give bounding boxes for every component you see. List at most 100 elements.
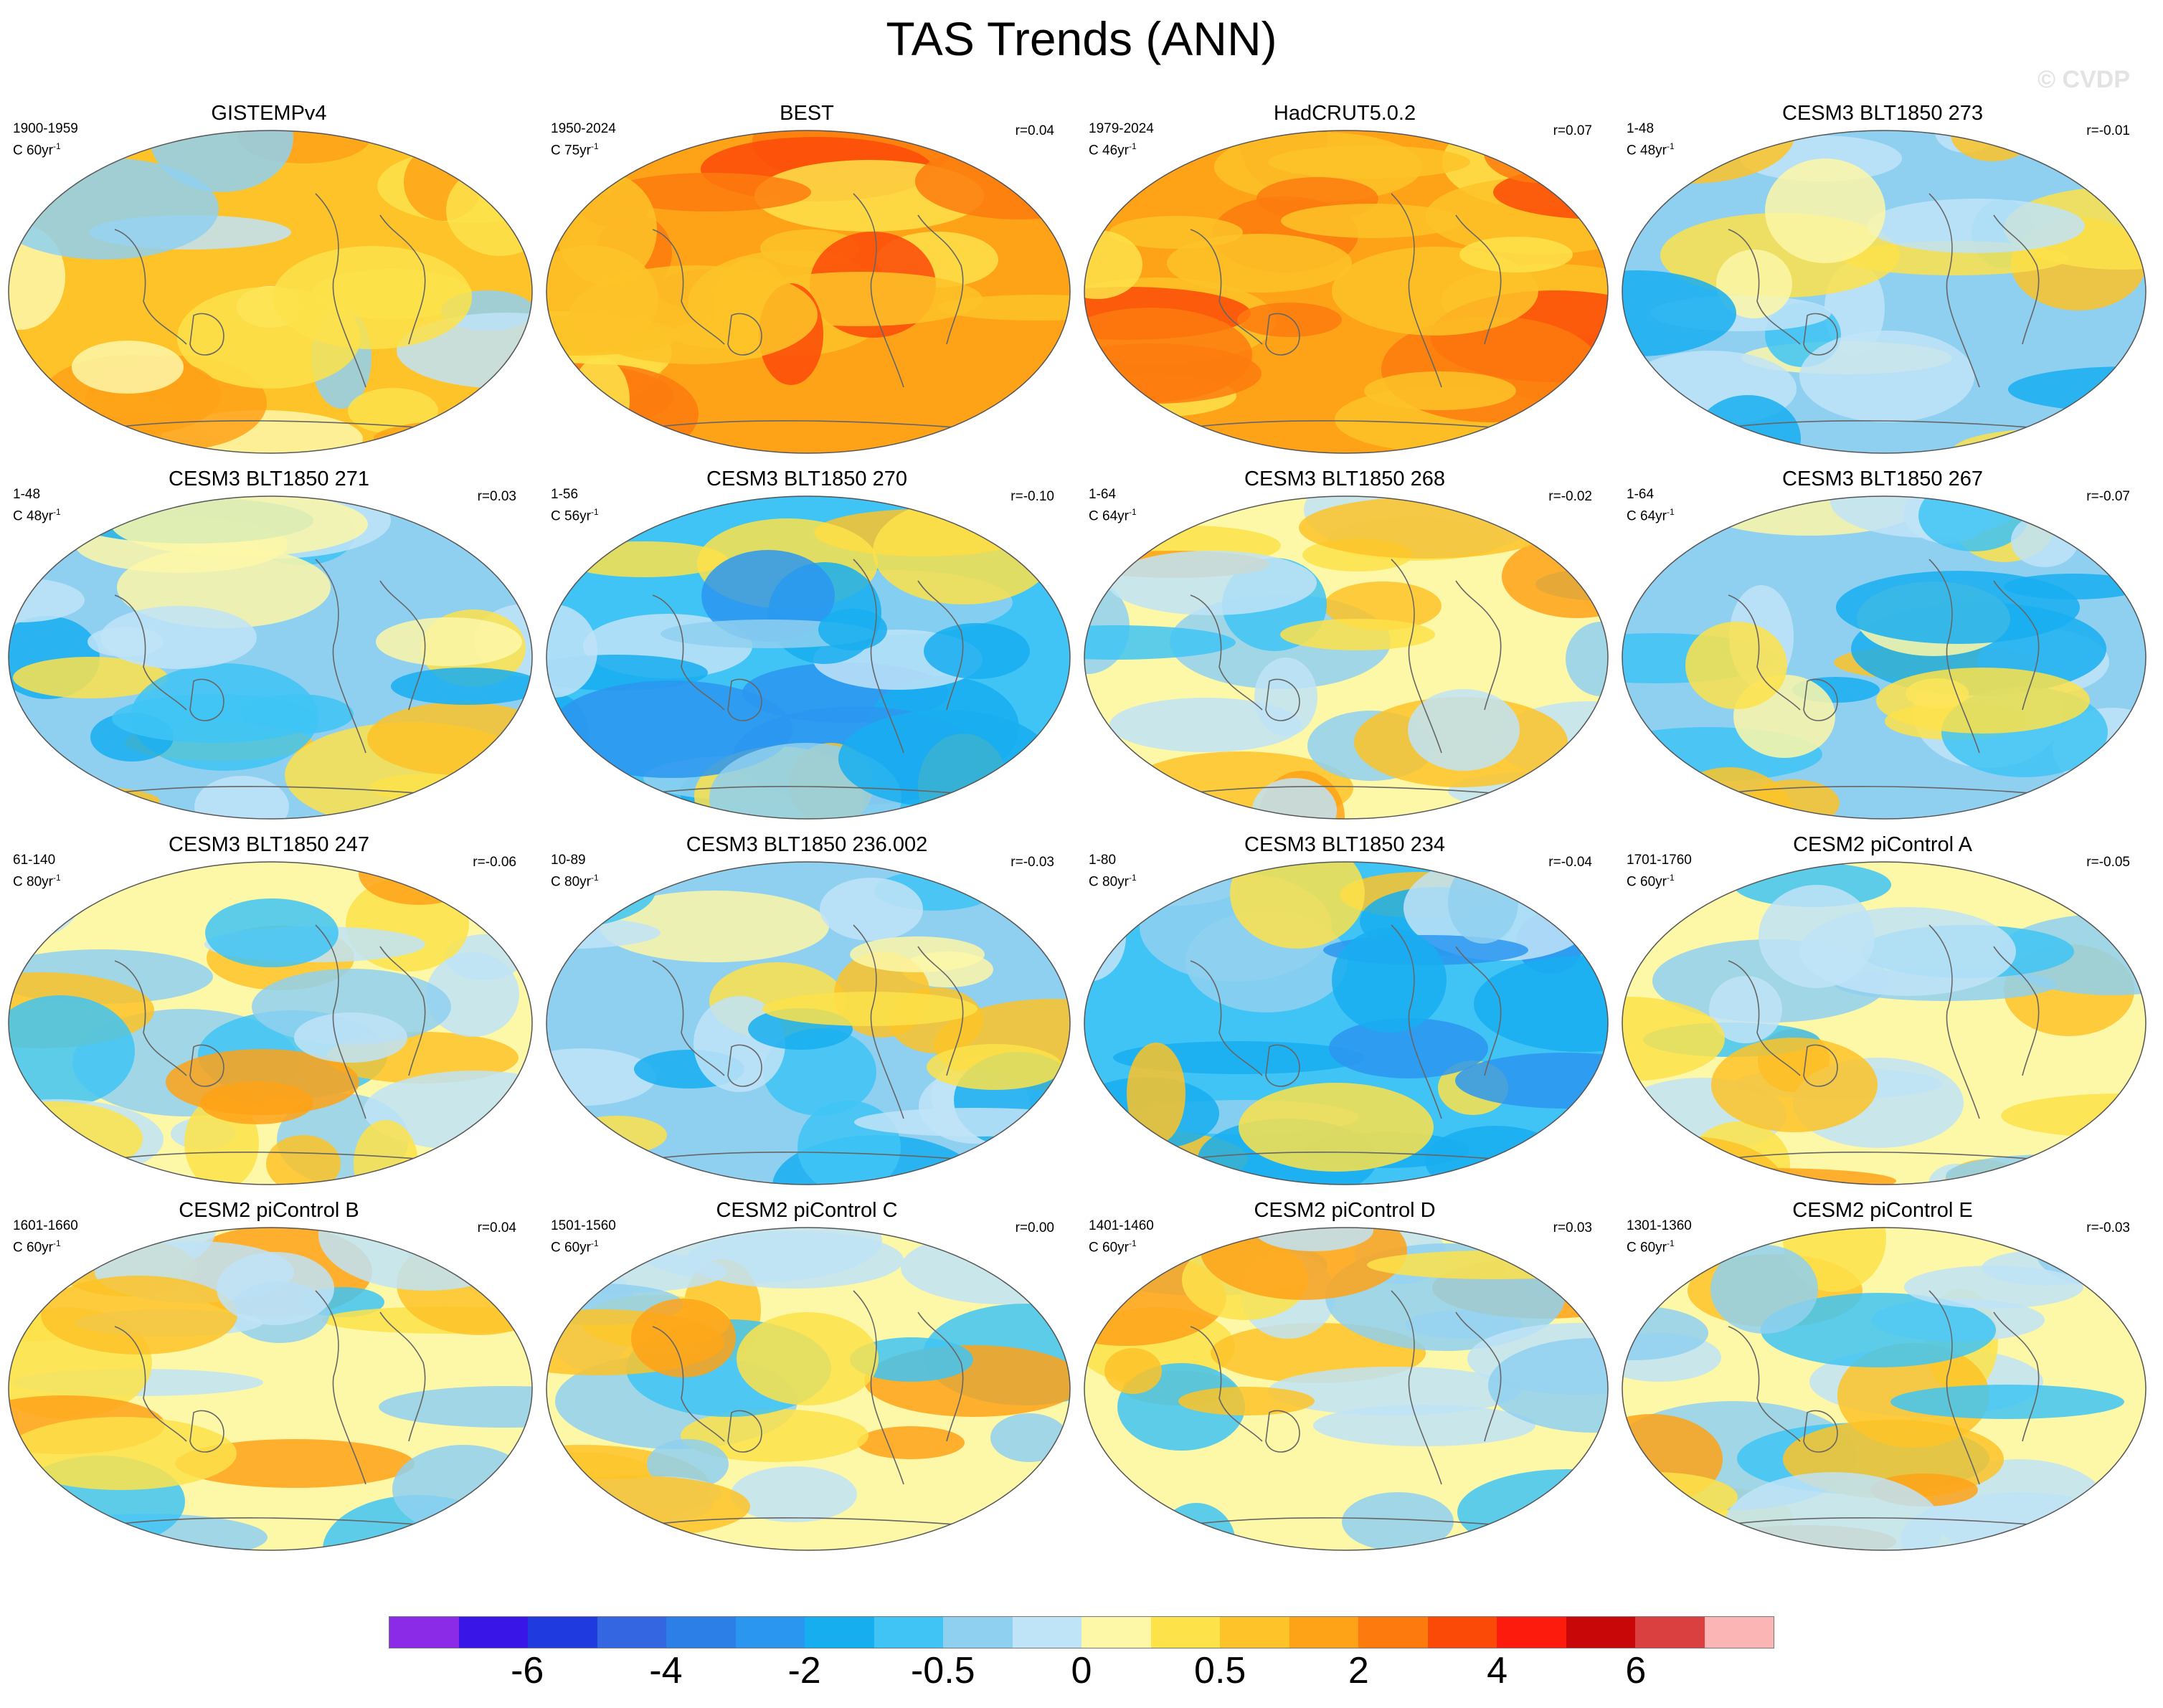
panel-period-info: 1501-1560 C 60yr-1 xyxy=(551,1218,616,1256)
panel-pattern-correlation: r=-0.07 xyxy=(2086,489,2130,504)
panel-pattern-correlation: r=-0.10 xyxy=(1010,489,1054,504)
panel-title: CESM2 piControl C xyxy=(716,1199,898,1222)
trend-contour-region xyxy=(1127,1043,1185,1144)
coastline xyxy=(1265,1044,1300,1087)
colorbar-tick-label: 6 xyxy=(1625,1650,1647,1692)
coastline xyxy=(652,960,725,1076)
trend-contour-region xyxy=(1709,976,1782,1043)
panel-pattern-correlation: r=0.04 xyxy=(1015,123,1054,138)
coastline xyxy=(1455,1311,1502,1442)
trend-contour-region xyxy=(348,388,438,434)
panel-period-info: 1401-1460 C 60yr-1 xyxy=(1089,1218,1154,1256)
map-panel: CESM3 BLT1850 268 1-64 C 64yr-1 r=-0.02 xyxy=(1076,466,1614,825)
colorbar-swatch xyxy=(1427,1617,1497,1648)
trend-contour-region xyxy=(392,1445,532,1534)
map-outline xyxy=(1084,130,1609,454)
colorbar-swatch xyxy=(1082,1617,1151,1648)
colorbar-swatch xyxy=(943,1617,1013,1648)
coastline xyxy=(917,214,964,345)
colorbar-swatch xyxy=(528,1617,597,1648)
panel-trend-length: C 60yr-1 xyxy=(551,1238,599,1256)
trend-contour-region xyxy=(763,1028,876,1116)
map-panel: CESM2 piControl B 1601-1660 C 60yr-1 r=0.04 xyxy=(0,1197,538,1556)
coastline xyxy=(853,193,904,388)
panel-title: CESM3 BLT1850 271 xyxy=(169,468,369,490)
colorbar-swatch xyxy=(1150,1617,1220,1648)
coastline xyxy=(1728,594,1801,711)
panel-trend-length: C 80yr-1 xyxy=(1089,873,1137,890)
panel-trend-length: C 60yr-1 xyxy=(13,141,61,158)
map-panel: CESM3 BLT1850 236.002 10-89 C 80yr-1 r=-0.0… xyxy=(538,832,1076,1190)
map-outline xyxy=(1622,1227,2147,1551)
panel-period-info: 1601-1660 C 60yr-1 xyxy=(13,1218,78,1256)
trend-map xyxy=(1084,130,1609,454)
trend-contour-region xyxy=(150,131,293,192)
panel-period-info: 1979-2024 C 46yr-1 xyxy=(1089,120,1154,159)
coastline xyxy=(1455,946,1502,1076)
trend-contour-region xyxy=(1836,571,2080,644)
panel-trend-length: C 60yr-1 xyxy=(1089,1238,1137,1256)
trend-contour-region xyxy=(820,878,923,941)
coastline xyxy=(652,229,725,345)
trend-contour-region xyxy=(1268,146,1470,179)
panel-title: CESM3 BLT1850 270 xyxy=(706,468,907,490)
panel-pattern-correlation: r=0.07 xyxy=(1553,123,1592,138)
colorbar-swatch xyxy=(1497,1617,1566,1648)
colorbar-tick-label: -6 xyxy=(511,1650,544,1692)
panel-title: HadCRUT5.0.2 xyxy=(1273,102,1416,125)
trend-contour-region xyxy=(1622,997,1725,1081)
trend-contour-region xyxy=(1342,1492,1454,1550)
trend-contour-region xyxy=(1268,1367,1520,1415)
colorbar-swatch xyxy=(1635,1617,1705,1648)
panel-period: 1401-1460 xyxy=(1089,1218,1154,1233)
panel-trend-length: C 60yr-1 xyxy=(1627,1238,1675,1256)
trend-contour-region xyxy=(1332,928,1447,1033)
trend-contour-region xyxy=(701,550,835,642)
trend-contour-region xyxy=(1710,1245,1818,1334)
trend-contour-region xyxy=(1474,956,1608,1052)
trend-contour-region xyxy=(1685,622,1787,709)
trend-contour-region xyxy=(1488,1338,1608,1433)
coastline xyxy=(1455,580,1502,711)
colorbar xyxy=(389,1616,1774,1648)
trend-contour-region xyxy=(1566,622,1608,696)
coastline xyxy=(93,420,453,431)
map-outline xyxy=(546,130,1071,454)
trend-contour-region xyxy=(1281,204,1463,238)
coastline xyxy=(1928,924,1980,1119)
panel-trend-length: C 60yr-1 xyxy=(1627,873,1675,890)
trend-contour-region xyxy=(1084,1512,1170,1550)
trend-contour-region xyxy=(1167,234,1352,293)
coastline xyxy=(93,1517,453,1528)
coastline xyxy=(1928,1290,1980,1485)
trend-contour-region xyxy=(990,1413,1068,1462)
coastline xyxy=(1803,1044,1838,1087)
trend-contour-region xyxy=(447,496,532,535)
panel-trend-length: C 80yr-1 xyxy=(551,873,599,890)
trend-contour-region xyxy=(2011,514,2078,567)
coastline xyxy=(1168,1152,1528,1162)
map-panel: BEST 1950-2024 C 75yr-1 r=0.04 xyxy=(538,100,1076,459)
trend-contour-region xyxy=(1455,1053,1608,1109)
trend-contour-region xyxy=(569,265,818,364)
coastline xyxy=(1168,786,1528,797)
panel-period: 10-89 xyxy=(551,853,586,868)
map-panel: CESM3 BLT1850 271 1-48 C 48yr-1 r=0.03 xyxy=(0,466,538,825)
trend-map xyxy=(8,1227,533,1551)
coastline xyxy=(727,313,762,356)
trend-contour-region xyxy=(1299,497,1554,559)
trend-contour-region xyxy=(9,1522,55,1550)
coastline xyxy=(379,214,426,345)
cvdp-watermark: © CVDP xyxy=(2037,66,2130,93)
trend-contour-region xyxy=(1723,1472,1943,1550)
trend-contour-region xyxy=(2061,131,2146,156)
panel-trend-length: C 80yr-1 xyxy=(13,873,61,890)
colorbar-swatch xyxy=(735,1617,805,1648)
panel-pattern-correlation: r=0.00 xyxy=(1015,1220,1054,1235)
panel-period-info: 1900-1959 C 60yr-1 xyxy=(13,120,78,159)
trend-contour-region xyxy=(2051,1152,2146,1185)
colorbar-swatch xyxy=(389,1617,459,1648)
coastline xyxy=(1803,678,1838,721)
colorbar-tick-label: -4 xyxy=(649,1650,683,1692)
map-outline xyxy=(8,130,533,454)
